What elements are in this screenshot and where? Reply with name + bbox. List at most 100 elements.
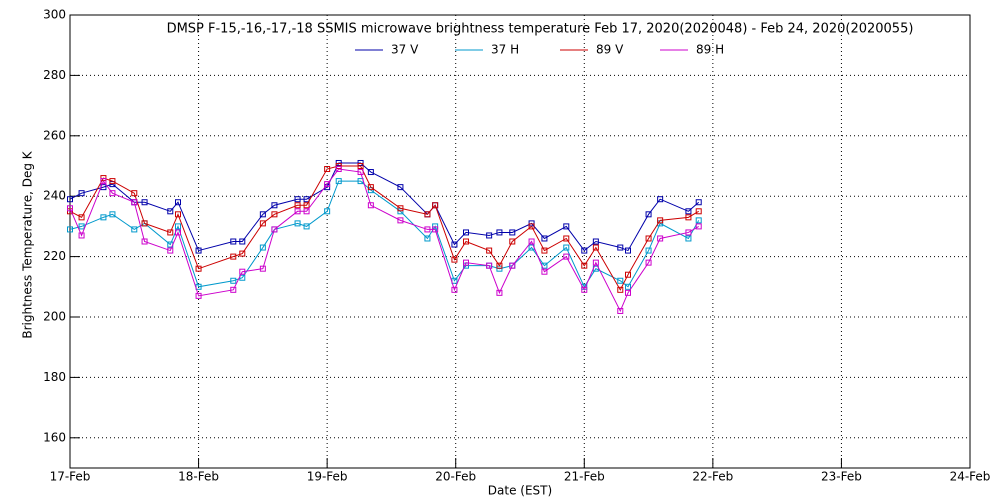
data-point bbox=[167, 247, 174, 254]
data-point bbox=[463, 238, 469, 245]
data-point bbox=[617, 244, 624, 251]
data-point bbox=[657, 217, 664, 224]
data-point bbox=[259, 244, 266, 251]
data-point bbox=[131, 190, 138, 197]
data-point bbox=[625, 289, 631, 296]
data-point bbox=[625, 247, 631, 254]
data-point bbox=[367, 169, 374, 176]
data-point bbox=[685, 235, 692, 242]
data-point bbox=[78, 232, 85, 239]
data-point bbox=[109, 190, 116, 197]
series-line bbox=[69, 162, 700, 252]
x-tick-label: 18-Feb bbox=[178, 470, 219, 484]
series-line bbox=[69, 165, 699, 291]
data-point bbox=[645, 247, 652, 254]
legend-label: 89 V bbox=[596, 43, 624, 57]
data-point bbox=[695, 208, 702, 215]
data-point bbox=[230, 286, 237, 293]
data-point bbox=[592, 238, 599, 245]
data-point bbox=[397, 208, 404, 215]
data-point bbox=[324, 208, 331, 215]
data-point bbox=[486, 247, 493, 254]
data-point bbox=[131, 199, 138, 206]
legend-label: 89 H bbox=[696, 43, 724, 57]
data-point bbox=[563, 244, 570, 251]
data-point bbox=[175, 223, 181, 230]
data-point bbox=[451, 241, 458, 248]
y-tick-label: 200 bbox=[43, 310, 66, 324]
data-point bbox=[509, 229, 516, 236]
data-point bbox=[617, 286, 624, 293]
data-point bbox=[271, 211, 278, 218]
data-point bbox=[432, 223, 439, 230]
y-tick-label: 180 bbox=[43, 370, 66, 384]
data-point bbox=[303, 223, 310, 230]
data-point bbox=[541, 268, 548, 275]
data-point bbox=[109, 211, 116, 218]
data-point bbox=[239, 250, 246, 257]
data-point bbox=[486, 262, 493, 269]
data-point bbox=[141, 220, 148, 227]
data-point bbox=[563, 223, 570, 230]
data-point bbox=[528, 223, 535, 230]
data-point bbox=[367, 184, 374, 191]
data-point bbox=[195, 292, 202, 299]
x-tick-label: 22-Feb bbox=[692, 470, 733, 484]
data-point bbox=[239, 238, 246, 245]
data-point bbox=[625, 271, 631, 278]
data-point bbox=[486, 232, 493, 239]
data-point bbox=[451, 286, 458, 293]
chart-title: DMSP F-15,-16,-17,-18 SSMIS microwave br… bbox=[167, 22, 914, 37]
data-point bbox=[496, 229, 503, 236]
data-point bbox=[367, 202, 374, 209]
data-point bbox=[271, 226, 278, 233]
data-point bbox=[397, 205, 404, 212]
x-tick-label: 21-Feb bbox=[564, 470, 605, 484]
x-tick-label: 20-Feb bbox=[435, 470, 476, 484]
data-point bbox=[141, 238, 148, 245]
data-point bbox=[324, 166, 331, 173]
data-point bbox=[563, 253, 570, 260]
data-point bbox=[509, 238, 516, 245]
x-tick-label: 19-Feb bbox=[307, 470, 348, 484]
data-point bbox=[541, 235, 548, 242]
data-point bbox=[496, 289, 503, 296]
data-point bbox=[645, 211, 652, 218]
data-point bbox=[294, 208, 301, 215]
data-point bbox=[695, 199, 702, 206]
data-point bbox=[167, 208, 174, 215]
data-point bbox=[541, 247, 548, 254]
data-point bbox=[592, 244, 599, 251]
data-point bbox=[685, 214, 692, 221]
data-point bbox=[657, 235, 664, 242]
y-axis-label: Brightness Temperature, Deg K bbox=[21, 150, 35, 338]
data-point bbox=[335, 163, 342, 169]
data-point bbox=[100, 178, 107, 185]
data-point bbox=[451, 256, 458, 263]
data-point bbox=[432, 202, 439, 209]
series-line bbox=[69, 168, 699, 313]
data-point bbox=[67, 226, 73, 233]
data-point bbox=[592, 259, 599, 266]
y-tick-label: 300 bbox=[43, 8, 66, 22]
data-point bbox=[195, 265, 202, 272]
data-point bbox=[695, 217, 702, 224]
data-point bbox=[303, 196, 310, 203]
data-point bbox=[78, 214, 85, 221]
data-point bbox=[271, 202, 278, 209]
data-point bbox=[175, 199, 181, 206]
data-point bbox=[239, 268, 246, 275]
legend-label: 37 V bbox=[391, 43, 419, 57]
data-point bbox=[463, 229, 469, 236]
data-point bbox=[463, 259, 469, 266]
data-point bbox=[335, 178, 342, 185]
data-point bbox=[357, 163, 364, 169]
data-point bbox=[657, 196, 664, 203]
y-tick-label: 240 bbox=[43, 189, 66, 203]
data-point bbox=[109, 178, 116, 185]
data-point bbox=[645, 259, 652, 266]
legend-label: 37 H bbox=[491, 43, 519, 57]
data-point bbox=[259, 265, 266, 272]
plot-frame bbox=[69, 14, 971, 469]
